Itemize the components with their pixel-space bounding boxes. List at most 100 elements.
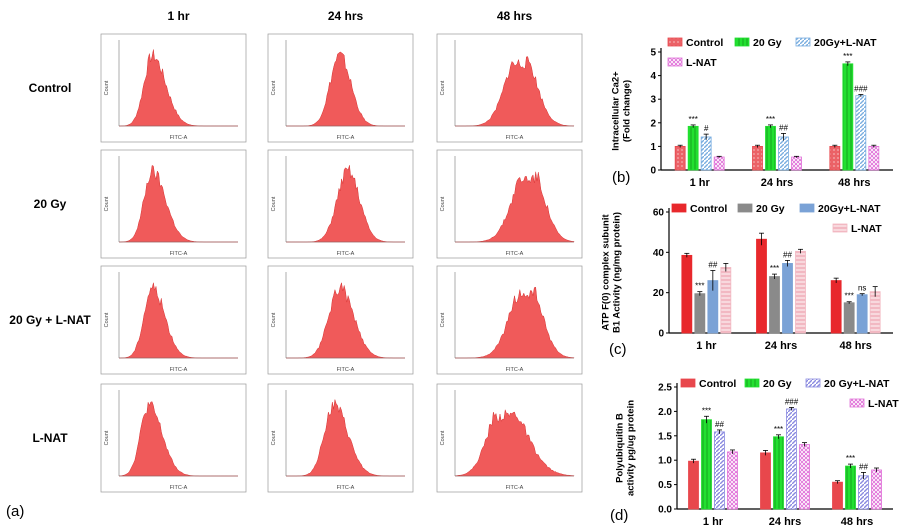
significance-label: ***	[688, 115, 697, 124]
column-title: 1 hr	[167, 9, 189, 23]
y-axis-label-line: (Fold change)	[622, 80, 633, 142]
bar	[681, 254, 693, 334]
bar	[842, 63, 854, 171]
bar	[760, 452, 771, 510]
bar	[868, 145, 880, 171]
bar	[765, 125, 776, 171]
bar	[778, 136, 789, 171]
legend-label: L-NAT	[851, 223, 882, 235]
bar	[799, 444, 810, 510]
legend-label: Control	[686, 37, 723, 49]
histogram-area	[454, 409, 575, 477]
bar	[694, 293, 706, 334]
y-axis-label: Count	[440, 312, 446, 327]
y-tick-label: 2.5	[658, 383, 672, 394]
bar	[720, 267, 732, 334]
row-title: Control	[29, 81, 72, 95]
y-tick-label: 40	[653, 248, 665, 259]
y-axis-label: Count	[104, 430, 110, 445]
significance-label: ***	[844, 292, 853, 301]
significance-label: ***	[774, 425, 783, 434]
legend-swatch	[680, 378, 696, 388]
x-axis-label: FITC-A	[170, 135, 188, 141]
histogram-plot: FITC-A Count	[267, 33, 414, 143]
y-axis-label-line: Intracellular Ca2+	[611, 71, 622, 151]
bar	[688, 460, 699, 510]
histogram-area	[455, 56, 575, 127]
histogram-plot: FITC-A Count	[436, 149, 583, 259]
y-axis-label: Count	[104, 196, 110, 211]
bar	[855, 95, 867, 171]
significance-label: ***	[846, 454, 855, 463]
column-title: 24 hrs	[328, 9, 364, 23]
x-tick-label: 48 hrs	[839, 340, 871, 352]
legend-label: 20Gy+L-NAT	[818, 203, 881, 215]
y-tick-label: 2.0	[658, 407, 672, 418]
significance-label: ###	[785, 397, 799, 406]
y-tick-label: 0.0	[658, 505, 672, 516]
legend-swatch	[799, 203, 815, 213]
legend-label: 20 Gy	[753, 37, 782, 49]
x-axis-label: FITC-A	[337, 367, 355, 373]
legend-label: Control	[690, 203, 727, 215]
x-tick-label: 1 hr	[696, 340, 717, 352]
panel-label: (c)	[609, 341, 627, 358]
histogram-plot: FITC-A Count	[436, 265, 583, 375]
histogram-plot: FITC-A Count	[267, 265, 414, 375]
bar	[871, 469, 882, 510]
histogram-plot: FITC-A Count	[100, 383, 247, 493]
histogram-plot: FITC-A Count	[100, 149, 247, 259]
legend-swatch	[667, 37, 683, 47]
y-axis-label-line: B1 Activity (ng/mg protein)	[612, 212, 623, 333]
bar	[701, 419, 712, 510]
legend-swatch	[832, 223, 848, 233]
panel-label: (d)	[610, 507, 628, 524]
bar	[773, 436, 784, 510]
x-tick-label: 24 hrs	[761, 177, 793, 189]
y-tick-label: 1.5	[658, 431, 672, 442]
bar-chart: 0.0 0.5 1.0 1.5 2.0 2.5 Polyubiquitin Bactivit…	[610, 378, 899, 525]
y-axis-label: ATP F(0) complex subunitB1 Activity (ng/…	[601, 212, 623, 333]
significance-label: ##	[859, 462, 868, 471]
y-tick-label: 0	[650, 166, 656, 177]
histogram-plot: FITC-A Count	[436, 383, 583, 493]
y-axis-label: Intracellular Ca2+(Fold change)	[611, 71, 633, 151]
y-axis-label-line: Polyubiquitin B	[615, 413, 626, 483]
legend-label: 20 Gy	[763, 378, 792, 390]
bar	[832, 481, 843, 510]
bar	[756, 238, 767, 334]
histogram-plot: FITC-A Count	[436, 33, 583, 143]
bar	[845, 465, 856, 510]
legend-swatch	[795, 37, 811, 47]
bar	[856, 294, 868, 334]
bar	[713, 156, 725, 171]
bar	[786, 408, 797, 510]
legend-label: 20Gy+L-NAT	[814, 37, 877, 49]
x-tick-label: 48 hrs	[841, 516, 873, 525]
y-tick-label: 3	[650, 95, 656, 106]
x-tick-label: 1 hr	[703, 516, 724, 525]
row-title: 20 Gy + L-NAT	[9, 313, 91, 327]
legend-label: L-NAT	[868, 398, 899, 410]
y-tick-label: 1	[650, 142, 656, 153]
bar	[830, 280, 842, 334]
y-axis-label: Polyubiquitin Bactivity pg/ug protein	[615, 400, 637, 496]
x-tick-label: 48 hrs	[838, 177, 870, 189]
significance-label: ##	[779, 123, 788, 132]
y-axis-label-line: ATP F(0) complex subunit	[601, 214, 612, 331]
bar	[752, 145, 763, 171]
legend-label: L-NAT	[686, 57, 717, 69]
histogram-plot: FITC-A Count	[100, 33, 247, 143]
bar	[674, 145, 686, 171]
significance-label: ##	[715, 420, 724, 429]
bar	[795, 250, 806, 334]
y-axis-label: Count	[271, 196, 277, 211]
x-axis-label: FITC-A	[170, 367, 188, 373]
x-axis-label: FITC-A	[506, 485, 524, 491]
y-axis-label: Count	[104, 312, 110, 327]
legend: Control 20 Gy 20Gy+L-NAT L-NAT	[667, 37, 877, 69]
y-tick-label: 0	[658, 329, 664, 340]
x-axis-label: FITC-A	[337, 251, 355, 257]
bar	[869, 291, 881, 334]
